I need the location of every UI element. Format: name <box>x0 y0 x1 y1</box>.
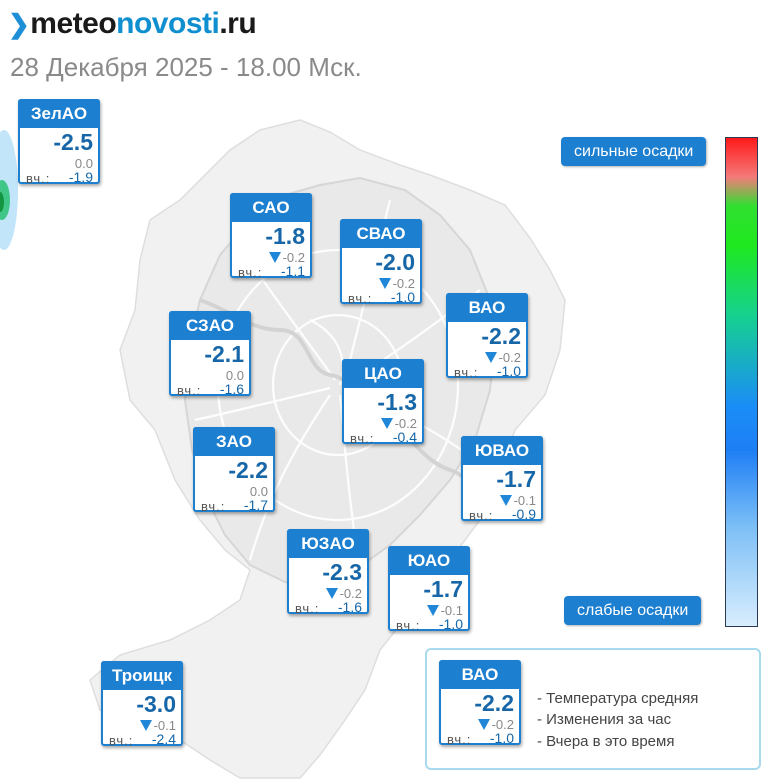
district-name: СЗАО <box>169 311 251 340</box>
district-card-svao[interactable]: СВАО -2.0 -0.2 вч.: -1.0 <box>340 219 422 306</box>
district-temperature: -2.5 <box>53 129 93 155</box>
district-temperature: -1.8 <box>265 223 305 249</box>
district-card-zelao[interactable]: ЗелАО -2.5 0.0 вч.: -1.9 <box>18 99 100 186</box>
district-yesterday-temperature: -1.0 <box>489 730 514 746</box>
district-yesterday-temperature: -1.6 <box>337 599 362 615</box>
precipitation-area <box>0 130 18 250</box>
district-hourly-change: 0.0 <box>74 156 93 171</box>
precipitation-core <box>0 180 10 220</box>
district-temperature: -2.2 <box>481 323 521 349</box>
logo-text-domain: .ru <box>219 7 257 40</box>
legend-item-hourly-change: - Изменения за час <box>537 711 672 728</box>
district-hourly-change: -0.1 <box>499 493 536 508</box>
district-yesterday-temperature: -1.6 <box>219 381 244 397</box>
trend-down-icon <box>139 720 152 731</box>
legend-item-average-temperature: - Температура средняя <box>537 690 699 707</box>
district-temperature: -2.3 <box>322 559 362 585</box>
precipitation-core-inner <box>0 192 4 212</box>
district-temperature: -2.2 <box>474 690 514 716</box>
district-hourly-change: -0.1 <box>139 718 176 733</box>
district-hourly-change: -0.2 <box>325 586 362 601</box>
district-card-zao[interactable]: ЗАО -2.2 0.0 вч.: -1.7 <box>193 427 275 514</box>
yesterday-label: вч.: <box>295 601 320 616</box>
district-yesterday-temperature: -1.0 <box>438 616 463 632</box>
trend-down-icon <box>268 252 281 263</box>
district-name: ЦАО <box>342 359 424 388</box>
logo-text-meteo: meteo <box>30 7 117 40</box>
district-name: САО <box>230 193 312 222</box>
yesterday-label: вч.: <box>26 171 51 186</box>
yesterday-label: вч.: <box>469 508 494 523</box>
yesterday-label: вч.: <box>396 618 421 633</box>
light-precipitation-label: слабые осадки <box>564 596 702 625</box>
district-hourly-change: -0.2 <box>268 250 305 265</box>
trend-down-icon <box>325 588 338 599</box>
precipitation-color-scale <box>725 137 758 627</box>
district-card-vao[interactable]: ВАО -2.2 -0.2 вч.: -1.0 <box>446 293 528 380</box>
district-name: Троицк <box>101 661 183 690</box>
trend-down-icon <box>380 418 393 429</box>
logo-chevron-icon: ❯ <box>8 9 30 39</box>
district-name: ЮЗАО <box>287 529 369 558</box>
district-hourly-change: -0.1 <box>426 603 463 618</box>
district-temperature: -1.3 <box>377 389 417 415</box>
district-hourly-change: -0.2 <box>484 350 521 365</box>
district-name: ВАО <box>439 660 521 689</box>
district-temperature: -2.1 <box>204 341 244 367</box>
district-yesterday-temperature: -2.4 <box>151 731 176 747</box>
forecast-datetime: 28 Декабря 2025 - 18.00 Мск. <box>10 52 362 82</box>
district-yesterday-temperature: -1.0 <box>390 289 415 305</box>
district-temperature: -1.7 <box>423 576 463 602</box>
trend-down-icon <box>499 495 512 506</box>
district-temperature: -1.7 <box>496 466 536 492</box>
district-yesterday-temperature: -1.7 <box>243 497 268 513</box>
legend-item-yesterday: - Вчера в это время <box>537 733 675 750</box>
district-temperature: -2.2 <box>228 457 268 483</box>
district-card-yuzao[interactable]: ЮЗАО -2.3 -0.2 вч.: -1.6 <box>287 529 369 616</box>
logo-text-novosti: novosti <box>116 7 220 40</box>
district-card-yuvao[interactable]: ЮВАО -1.7 -0.1 вч.: -0.9 <box>461 436 543 523</box>
trend-down-icon <box>426 605 439 616</box>
yesterday-label: вч.: <box>201 499 226 514</box>
yesterday-label: вч.: <box>454 365 479 380</box>
district-card-sao[interactable]: САО -1.8 -0.2 вч.: -1.1 <box>230 193 312 280</box>
district-hourly-change: 0.0 <box>225 368 244 383</box>
district-name: ЗелАО <box>18 99 100 128</box>
district-hourly-change: -0.2 <box>378 276 415 291</box>
yesterday-label: вч.: <box>109 733 134 748</box>
yesterday-label: вч.: <box>348 291 373 306</box>
district-temperature: -2.0 <box>375 249 415 275</box>
district-yesterday-temperature: -1.0 <box>496 363 521 379</box>
district-card-yuao[interactable]: ЮАО -1.7 -0.1 вч.: -1.0 <box>388 546 470 633</box>
district-name: ВАО <box>446 293 528 322</box>
district-yesterday-temperature: -1.1 <box>280 263 305 279</box>
district-name: ЮВАО <box>461 436 543 465</box>
district-name: ЗАО <box>193 427 275 456</box>
yesterday-label: вч.: <box>238 265 263 280</box>
district-yesterday-temperature: -1.9 <box>68 169 93 185</box>
district-card-troitsk[interactable]: Троицк -3.0 -0.1 вч.: -2.4 <box>101 661 183 748</box>
legend-example-card: ВАО -2.2 -0.2 вч.: -1.0 <box>439 660 521 747</box>
yesterday-label: вч.: <box>350 431 375 446</box>
heavy-precipitation-label: сильные осадки <box>561 137 707 166</box>
yesterday-label: вч.: <box>177 383 202 398</box>
trend-down-icon <box>378 278 391 289</box>
district-name: СВАО <box>340 219 422 248</box>
site-logo[interactable]: ❯meteonovosti.ru <box>8 6 257 42</box>
trend-down-icon <box>484 352 497 363</box>
yesterday-label: вч.: <box>447 732 472 747</box>
district-hourly-change: 0.0 <box>249 484 268 499</box>
district-hourly-change: -0.2 <box>380 416 417 431</box>
district-name: ЮАО <box>388 546 470 575</box>
district-card-szao[interactable]: СЗАО -2.1 0.0 вч.: -1.6 <box>169 311 251 398</box>
trend-down-icon <box>477 719 490 730</box>
district-card-cao[interactable]: ЦАО -1.3 -0.2 вч.: -0.4 <box>342 359 424 446</box>
district-temperature: -3.0 <box>136 691 176 717</box>
district-yesterday-temperature: -0.9 <box>511 506 536 522</box>
district-yesterday-temperature: -0.4 <box>392 429 417 445</box>
district-hourly-change: -0.2 <box>477 717 514 732</box>
